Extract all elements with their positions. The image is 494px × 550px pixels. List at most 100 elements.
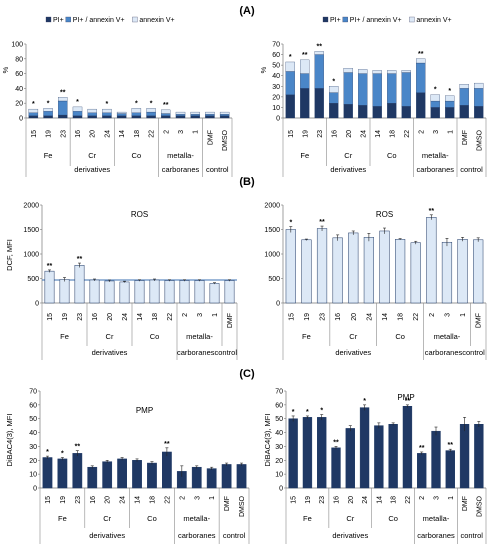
x-tick-label: 20 [105,496,112,504]
x-tick-label: 20 [351,313,358,321]
bar-segment [87,115,97,119]
bar-segment [131,115,142,119]
bar-segment [459,88,469,106]
x-tick-label: DMF [476,313,483,328]
bar-segment [372,106,382,119]
x-tick-label: 14 [375,130,382,138]
x-tick-label: DMF [462,496,469,511]
x-tick-label: DMSO [476,129,483,151]
bar-segment [285,61,295,72]
significance-label: ** [47,263,53,270]
chart-title: PMP [136,406,153,415]
bar [132,460,142,489]
x-tick-label: 23 [60,130,67,138]
bar [89,279,100,304]
x-tick-label: DMSO [476,495,483,517]
significance-label: ** [405,398,411,405]
panel-label-a: (A) [239,5,255,17]
x-tick-label: 1 [447,130,454,134]
bar-segment [285,71,295,95]
group-label: metalla- [183,514,210,523]
bar-segment [175,114,186,116]
group-label: Cr [349,332,357,341]
x-tick-label: 18 [152,313,159,321]
y-tick-label: 20 [275,458,283,465]
legend-label: annexin V+ [139,17,174,24]
y-tick-label: 40 [29,430,37,437]
bar [57,458,68,489]
bar [316,228,328,304]
bar [42,457,53,489]
bar [445,450,455,489]
bar-segment [219,114,230,116]
bar [236,464,247,489]
x-tick-label: 22 [413,313,420,321]
bar [441,241,453,304]
x-tick-label: 23 [77,313,84,321]
group-label: Fe [44,151,53,160]
y-tick-label: 1500 [23,227,39,234]
bar-segment [205,115,215,119]
significance-label: * [106,101,109,108]
bar-segment [300,59,310,74]
x-tick-label: 22 [404,130,411,138]
x-tick-label: 14 [119,130,126,138]
bar-segment [102,112,112,116]
group-label-row2: control [206,165,229,174]
y-tick-label: 60 [15,71,23,78]
y-tick-label: 20 [272,94,280,101]
bar-segment [190,114,200,116]
group-label: metalla- [422,151,449,160]
y-tick-label: 40 [272,73,280,80]
bar-segment [459,84,469,89]
significance-label: * [332,78,335,85]
x-tick-label: 20 [107,313,114,321]
significance-label: * [32,101,35,108]
bar-segment [285,94,295,119]
bar-segment [372,70,382,74]
bar-segment [161,113,171,116]
bar [417,453,427,489]
bar-segment [358,69,368,74]
y-tick-label: 500 [268,276,280,283]
bar-segment [387,73,397,104]
y-tick-label: 10 [275,472,283,479]
bar-segment [300,73,310,89]
bar-segment [387,70,397,74]
x-tick-label: 3 [194,496,201,500]
bar-segment [329,103,339,119]
group-label: Fe [302,332,311,341]
x-tick-label: DMSO [222,129,229,151]
x-tick-label: 16 [92,313,99,321]
bar [44,270,55,304]
y-tick-label: 50 [29,416,37,423]
group-label: Co [150,332,160,341]
group-label: Cr [346,514,354,523]
bar-segment [146,115,156,119]
bar [302,417,313,489]
x-tick-label: 16 [75,130,82,138]
group-label-row2: derivatives [92,348,128,357]
bar-segment [401,106,411,119]
bar-segment [474,88,484,107]
x-tick-label: 18 [398,313,405,321]
significance-label: * [320,408,323,415]
significance-label: * [306,409,309,416]
significance-label: * [76,99,79,106]
bar [104,280,115,304]
x-tick-label: 15 [288,130,295,138]
legend-swatch [132,16,138,23]
bar-segment [314,51,324,55]
group-label: Co [388,514,398,523]
y-tick-label: 60 [272,52,280,59]
y-tick-label: 1500 [264,227,280,234]
bar-segment [372,73,382,107]
bar-segment [131,112,142,116]
bar [74,265,85,304]
group-label: Co [395,332,405,341]
x-tick-label: 22 [149,130,156,138]
group-label-row2: derivatives [89,531,125,540]
y-tick-label: 0 [19,116,23,123]
bar [224,280,235,304]
